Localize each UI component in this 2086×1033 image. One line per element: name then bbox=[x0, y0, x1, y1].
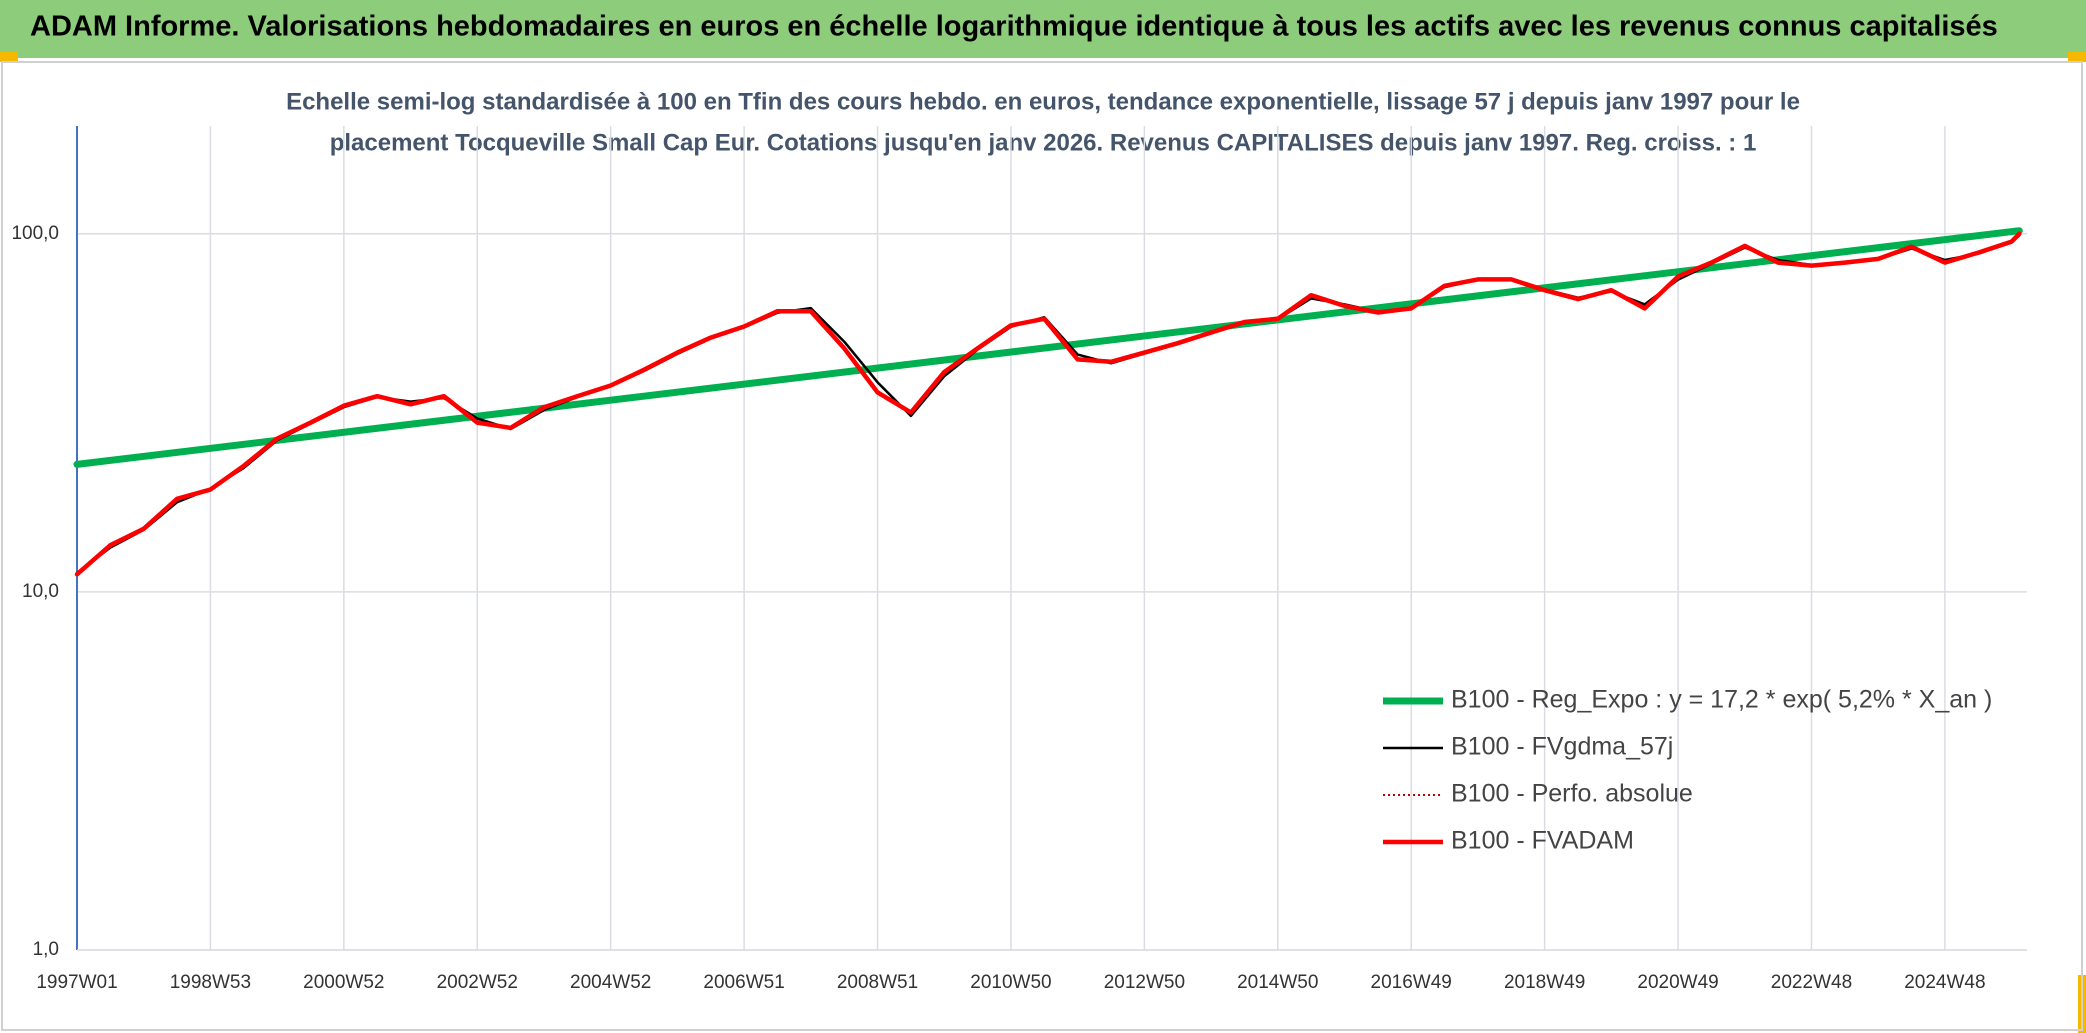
x-tick-label: 2014W50 bbox=[1237, 972, 1318, 993]
x-tick-label: 2004W52 bbox=[570, 972, 651, 993]
x-tick-label: 2012W50 bbox=[1104, 972, 1185, 993]
x-tick-label: 2002W52 bbox=[437, 972, 518, 993]
chart-subtitle: Echelle semi-log standardisée à 100 en T… bbox=[286, 88, 1800, 115]
x-tick-label: 2020W49 bbox=[1637, 972, 1718, 993]
corner-mark bbox=[2068, 52, 2086, 62]
x-tick-label: 2024W48 bbox=[1904, 972, 1985, 993]
y-tick-label: 1,0 bbox=[33, 939, 59, 960]
legend-label: B100 - FVADAM bbox=[1451, 827, 1634, 855]
x-tick-label: 1997W01 bbox=[36, 972, 117, 993]
x-tick-label: 2018W49 bbox=[1504, 972, 1585, 993]
x-tick-label: 2022W48 bbox=[1771, 972, 1852, 993]
legend-label: B100 - Perfo. absolue bbox=[1451, 780, 1693, 808]
x-tick-label: 2000W52 bbox=[303, 972, 384, 993]
legend-label: B100 - FVgdma_57j bbox=[1451, 733, 1673, 761]
x-tick-label: 1998W53 bbox=[170, 972, 251, 993]
chart-subtitle: placement Tocqueville Small Cap Eur. Cot… bbox=[330, 129, 1757, 156]
series-line bbox=[75, 234, 2021, 575]
series-line bbox=[76, 232, 2021, 576]
corner-mark bbox=[0, 52, 18, 62]
series-line bbox=[74, 231, 2022, 577]
x-tick-label: 2016W49 bbox=[1371, 972, 1452, 993]
chart-border bbox=[1, 61, 2083, 1031]
series-line bbox=[73, 227, 2023, 468]
y-tick-label: 10,0 bbox=[22, 581, 59, 602]
legend-label: B100 - Reg_Expo : y = 17,2 * exp( 5,2% *… bbox=[1451, 686, 1992, 714]
header-bar bbox=[0, 0, 2086, 58]
x-tick-label: 2006W51 bbox=[703, 972, 784, 993]
x-tick-label: 2010W50 bbox=[970, 972, 1051, 993]
chart-title: ADAM Informe. Valorisations hebdomadaire… bbox=[30, 11, 1998, 43]
x-tick-label: 2008W51 bbox=[837, 972, 918, 993]
y-tick-label: 100,0 bbox=[11, 223, 59, 244]
